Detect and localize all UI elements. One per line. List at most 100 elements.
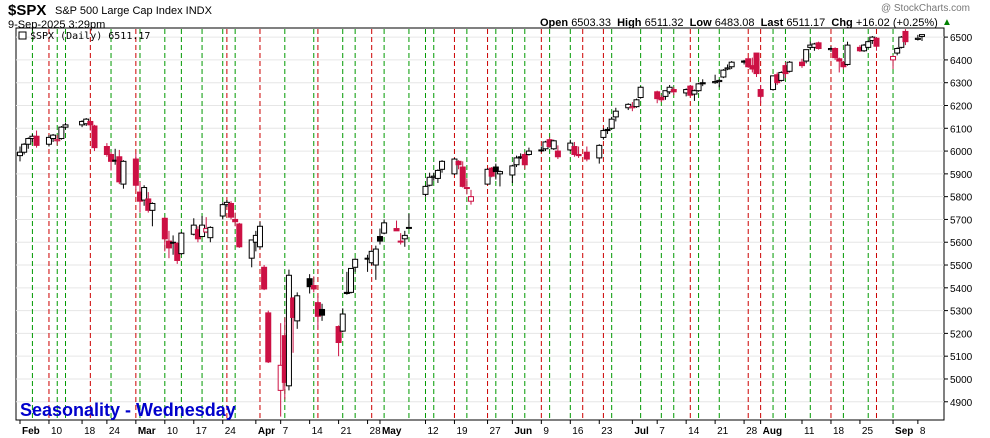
candlesticks bbox=[17, 29, 925, 417]
candle-body bbox=[596, 144, 603, 159]
y-tick-label: 6300 bbox=[950, 79, 973, 90]
candle bbox=[902, 29, 909, 46]
candle bbox=[914, 34, 921, 41]
candle-body bbox=[261, 266, 268, 290]
candle-body bbox=[401, 234, 408, 240]
candle bbox=[232, 212, 239, 227]
candle-body bbox=[699, 82, 706, 85]
candle bbox=[695, 82, 702, 92]
x-tick-label: 12 bbox=[427, 426, 439, 437]
x-tick-label: May bbox=[382, 426, 402, 437]
candle bbox=[496, 170, 503, 187]
candle bbox=[401, 230, 408, 247]
candle-body bbox=[21, 143, 28, 153]
candle bbox=[178, 231, 185, 255]
candle bbox=[455, 160, 462, 170]
candle bbox=[861, 43, 868, 52]
y-tick-label: 5700 bbox=[950, 215, 973, 226]
candle bbox=[691, 89, 698, 101]
candle bbox=[87, 120, 94, 131]
candle-body bbox=[658, 97, 665, 101]
chg-label: Chg bbox=[831, 17, 853, 29]
candle bbox=[612, 107, 619, 122]
candle-body bbox=[54, 139, 61, 142]
x-tick-label: 16 bbox=[572, 426, 584, 437]
candle-body bbox=[149, 202, 156, 211]
candle-body bbox=[468, 196, 474, 202]
candle-body bbox=[637, 86, 644, 99]
candle-body bbox=[550, 140, 557, 150]
candle bbox=[600, 128, 607, 140]
candle-body bbox=[625, 103, 632, 109]
stockcharts-watermark: @ StockCharts.com bbox=[880, 3, 970, 14]
x-tick-label: 14 bbox=[312, 426, 324, 437]
candle bbox=[120, 160, 127, 189]
candle bbox=[575, 146, 582, 158]
last-label: Last bbox=[760, 17, 784, 29]
candle-body bbox=[348, 267, 355, 293]
candle bbox=[803, 49, 810, 64]
candle-body bbox=[695, 83, 702, 92]
candle bbox=[228, 201, 235, 220]
candle-body bbox=[62, 124, 69, 128]
candle-body bbox=[451, 158, 458, 175]
candle-body bbox=[554, 150, 561, 158]
candle bbox=[256, 221, 263, 250]
candle bbox=[468, 189, 474, 205]
candle bbox=[894, 47, 901, 56]
candle bbox=[786, 61, 793, 73]
candle bbox=[434, 169, 441, 183]
candle-body bbox=[50, 134, 57, 140]
horizontal-gridlines bbox=[16, 36, 944, 403]
candle-body bbox=[894, 48, 901, 54]
candle bbox=[108, 152, 115, 171]
candle-body bbox=[778, 71, 785, 81]
candle-body bbox=[352, 258, 359, 268]
candle-body bbox=[836, 58, 843, 62]
y-tick-label: 5000 bbox=[950, 375, 973, 386]
candle-body bbox=[799, 61, 806, 67]
candle bbox=[132, 153, 139, 190]
x-tick-label: 25 bbox=[862, 426, 874, 437]
candle bbox=[720, 69, 727, 79]
candle bbox=[348, 267, 355, 294]
candle bbox=[699, 79, 706, 87]
candle-body bbox=[629, 106, 636, 109]
candle bbox=[343, 271, 350, 295]
candle bbox=[381, 219, 388, 235]
candle bbox=[62, 122, 69, 130]
candle-body bbox=[87, 120, 94, 126]
candle bbox=[310, 276, 317, 293]
x-tick-label: 28 bbox=[370, 426, 382, 437]
candle bbox=[50, 133, 57, 142]
open-label: Open bbox=[540, 17, 569, 29]
candle-body bbox=[861, 44, 868, 52]
candle-body bbox=[17, 151, 23, 157]
y-tick-label: 6400 bbox=[950, 56, 973, 67]
x-tick-label: Apr bbox=[258, 426, 275, 437]
candle-body bbox=[728, 61, 735, 68]
candle-body bbox=[865, 41, 872, 48]
x-tick-label: 21 bbox=[341, 426, 353, 437]
candle bbox=[844, 41, 851, 66]
candle-body bbox=[919, 34, 925, 37]
y-axis: 4900 5000 5100 5200 5300 5400 5500 5600 5700 5800… bbox=[944, 33, 973, 409]
candle bbox=[422, 185, 429, 197]
candle bbox=[397, 233, 404, 245]
y-tick-label: 5400 bbox=[950, 284, 973, 295]
candle-body bbox=[604, 128, 611, 132]
candle bbox=[745, 57, 752, 68]
candle bbox=[898, 35, 905, 49]
candle bbox=[161, 217, 168, 252]
candle bbox=[662, 90, 669, 100]
candle bbox=[149, 202, 156, 227]
candle-body bbox=[232, 218, 239, 223]
candle bbox=[25, 137, 32, 149]
x-tick-label: 14 bbox=[688, 426, 700, 437]
candle-body bbox=[343, 291, 350, 295]
candle bbox=[513, 155, 520, 168]
candle-body bbox=[488, 167, 495, 177]
chg-value: +16.02 (+0.25%) bbox=[855, 17, 938, 29]
candle bbox=[17, 146, 23, 162]
candle bbox=[207, 226, 214, 243]
